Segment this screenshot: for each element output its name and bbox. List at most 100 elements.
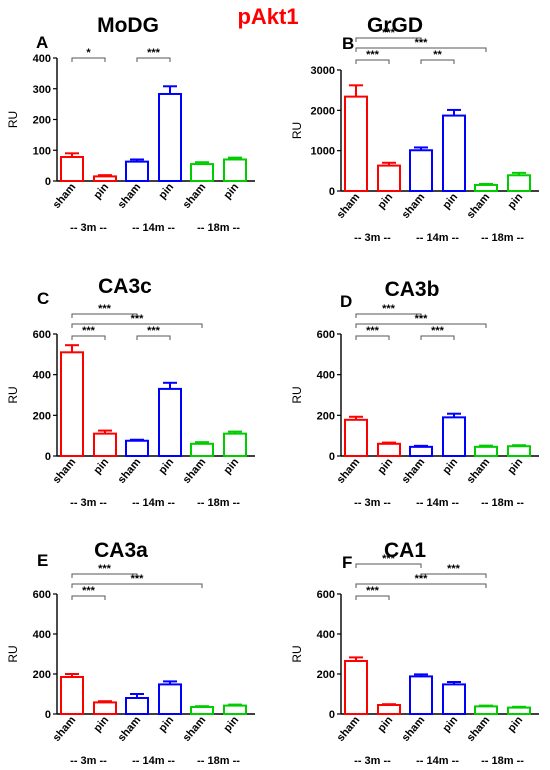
significance-stars: *** [447, 563, 461, 575]
group-label: -- 3m -- [70, 222, 107, 234]
category-label: sham [51, 456, 79, 486]
y-tick-label: 200 [317, 410, 335, 422]
significance-bracket [71, 313, 138, 318]
significance-bracket [420, 335, 455, 340]
significance-bracket [355, 595, 390, 600]
y-tick-label: 100 [33, 145, 51, 157]
y-tick-label: 200 [33, 115, 51, 127]
bar-2 [93, 175, 117, 182]
category-label: sham [181, 456, 209, 486]
bar-1 [344, 660, 368, 715]
bar-4 [158, 683, 182, 716]
y-tick-label: 0 [329, 186, 335, 198]
bar-2 [93, 701, 117, 716]
bar-1 [60, 676, 84, 715]
bar-3 [125, 160, 149, 183]
chart-title: MoDG [97, 14, 159, 37]
significance-bracket [355, 335, 390, 340]
y-tick-label: 1000 [311, 146, 335, 158]
significance-stars: *** [415, 37, 429, 49]
category-label: sham [181, 181, 209, 211]
bar-6 [507, 174, 531, 193]
group-label: -- 14m -- [416, 497, 459, 509]
significance-bracket [355, 47, 487, 52]
significance-bracket [355, 59, 390, 64]
bar-4 [158, 387, 182, 457]
significance-bracket [420, 573, 487, 578]
y-axis-label: RU [290, 386, 304, 403]
category-label: pin [375, 191, 395, 212]
significance-stars: *** [366, 325, 380, 337]
chart-title: GrGD [367, 14, 423, 37]
bar-6 [223, 158, 247, 183]
y-tick-label: 0 [45, 709, 51, 721]
y-tick-label: 0 [45, 451, 51, 463]
category-label: sham [181, 714, 209, 744]
y-tick-label: 300 [33, 84, 51, 96]
significance-stars: *** [366, 49, 380, 61]
significance-bracket [71, 323, 203, 328]
category-label: pin [221, 714, 241, 735]
category-label: sham [400, 191, 428, 221]
chart-title: CA1 [384, 539, 426, 562]
significance-stars: *** [415, 313, 429, 325]
significance-bracket [71, 595, 106, 600]
y-tick-label: 600 [33, 329, 51, 341]
category-label: pin [156, 181, 176, 202]
bar-6 [507, 445, 531, 457]
category-label: pin [505, 456, 525, 477]
group-label: -- 14m -- [132, 755, 175, 767]
figure-title: pAkt1 [237, 4, 298, 29]
significance-bracket [420, 59, 455, 64]
category-label: sham [116, 714, 144, 744]
significance-stars: *** [82, 325, 96, 337]
category-label: pin [440, 191, 460, 212]
category-label: sham [335, 456, 363, 486]
group-label: -- 18m -- [197, 222, 240, 234]
category-label: pin [505, 714, 525, 735]
group-label: -- 14m -- [132, 497, 175, 509]
bar-4 [158, 92, 182, 182]
category-label: sham [335, 191, 363, 221]
chart-title: CA3b [385, 278, 440, 301]
bar-6 [223, 432, 247, 457]
category-label: sham [465, 191, 493, 221]
significance-bracket [71, 57, 106, 62]
group-label: -- 18m -- [481, 497, 524, 509]
category-label: pin [221, 181, 241, 202]
significance-stars: *** [382, 27, 396, 39]
y-tick-label: 600 [317, 589, 335, 601]
category-label: pin [91, 714, 111, 735]
bar-3 [125, 697, 149, 715]
significance-stars: *** [382, 553, 396, 565]
group-label: -- 14m -- [132, 222, 175, 234]
significance-bracket [355, 323, 487, 328]
bar-1 [344, 418, 368, 458]
panel-letter: F [342, 553, 352, 572]
bar-2 [93, 432, 117, 457]
panel-letter: E [37, 551, 48, 570]
significance-bracket [355, 583, 487, 588]
significance-stars: *** [98, 563, 112, 575]
y-tick-label: 400 [33, 629, 51, 641]
group-label: -- 3m -- [70, 497, 107, 509]
category-label: pin [156, 456, 176, 477]
y-axis-label: RU [6, 111, 20, 128]
significance-stars: *** [382, 303, 396, 315]
y-tick-label: 200 [33, 410, 51, 422]
bar-4 [442, 683, 466, 716]
y-tick-label: 0 [45, 176, 51, 188]
y-tick-label: 400 [317, 629, 335, 641]
y-tick-label: 400 [33, 370, 51, 382]
bar-1 [60, 156, 84, 182]
category-label: sham [116, 181, 144, 211]
group-label: -- 3m -- [354, 232, 391, 244]
significance-bracket [71, 583, 203, 588]
significance-stars: *** [82, 585, 96, 597]
y-axis-label: RU [290, 122, 304, 139]
bar-1 [60, 351, 84, 457]
significance-stars: *** [147, 47, 161, 59]
significance-stars: *** [431, 325, 445, 337]
category-label: sham [465, 714, 493, 744]
